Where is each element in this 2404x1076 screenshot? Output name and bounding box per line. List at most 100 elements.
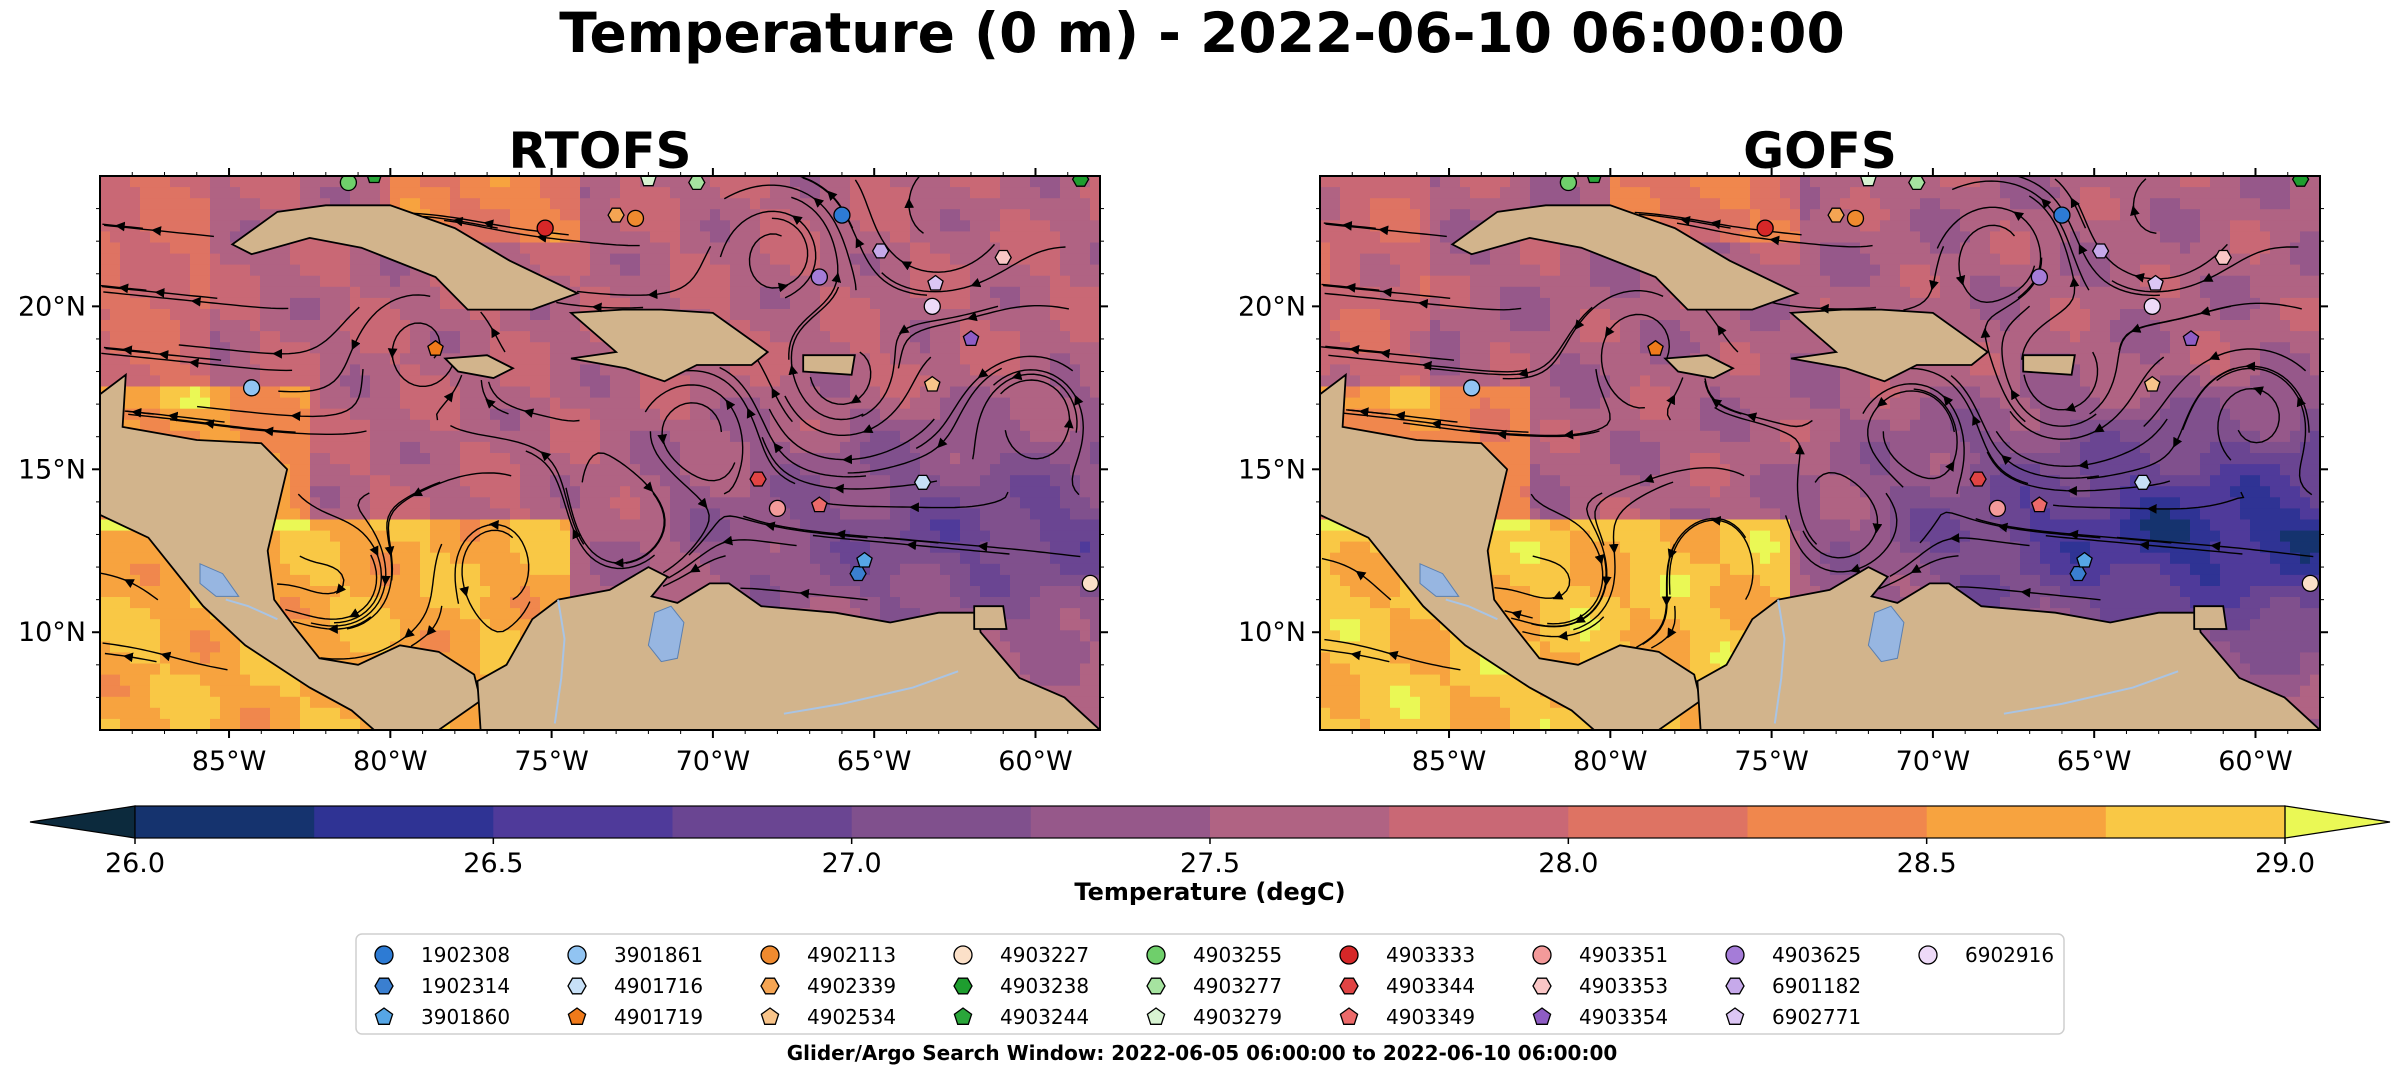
legend-label-4903349: 4903349 [1386,1005,1475,1029]
streamline [1889,537,1955,578]
streamline [802,177,859,243]
streamline [1667,517,1747,560]
platform-marker-4903351 [1988,499,2007,518]
colorbar-tick-label: 27.5 [1180,848,1240,879]
streamline [915,374,983,450]
streamline [1071,394,1085,496]
platform-marker-4901719 [427,339,444,356]
streamline [2210,541,2314,558]
streamline [2001,305,2031,394]
streamline [188,358,293,372]
platform-marker-4903227 [1081,574,1099,593]
platform-marker-4903238 [1071,176,1090,187]
land-trinidad [2193,605,2228,630]
streamline [966,305,1070,322]
land-cuba [1450,204,1800,311]
y-tick-label: 10°N [18,617,86,648]
streamline [972,375,1017,460]
streamline [1951,180,2045,203]
land-mask-rtofs [100,204,1100,730]
platform-marker-4902113 [626,209,645,228]
streamline [788,272,842,360]
legend-label-4903238: 4903238 [1000,974,1089,998]
streamline [357,492,391,586]
streamline [1672,377,1684,399]
streamline [1502,325,1579,380]
x-tick-label: 80°W [1573,746,1648,777]
legend-marker-6902916 [1918,945,1938,965]
colorbar-tick-label: 26.0 [105,848,165,879]
streamline [657,402,723,445]
x-tick-label: 85°W [1412,746,1487,777]
streamline [2045,535,2145,546]
platform-marker-1902308 [833,206,851,224]
platform-marker-4903349 [2030,496,2048,513]
streamline [809,376,855,406]
streamline [1769,235,1873,248]
streamline [993,369,1078,400]
streamline [723,399,744,495]
river [553,599,566,724]
streamline [556,301,597,308]
platform-marker-4901716 [2133,474,2152,490]
streamline [346,551,393,630]
streamline [784,215,817,299]
streamline [122,345,151,356]
streamline [1424,367,1523,376]
streamline [768,408,848,461]
streamline [773,442,867,478]
streamline [450,424,545,455]
streamline [114,221,143,232]
streamline [487,381,529,413]
streamline [1704,378,1752,417]
streamline [1910,555,1959,574]
streamline [791,196,839,278]
streamline [1903,285,1934,311]
platform-legend: 1902308 1902314 3901860 3901861 4901716 49017… [374,943,2054,1029]
streamline [1680,216,1731,229]
streamline [1746,412,1813,428]
streamline [862,356,932,434]
streamline [901,243,996,273]
streamline [464,591,531,633]
legend-marker-3901860 [374,1007,394,1025]
streamline [1929,246,1945,291]
legend-label-1902314: 1902314 [421,974,510,998]
colorbar-tick-label: 28.0 [1538,848,1598,879]
streamline [1862,383,1947,414]
streamline [764,521,868,539]
panel-title-gofs: GOFS [1743,122,1897,180]
streamline [101,285,160,294]
streamline [1343,412,1437,425]
platform-marker-4903279 [640,176,657,187]
streamline [2116,536,2216,547]
streamline [1011,370,1078,433]
river [1773,599,1786,724]
streamline [2118,311,2205,351]
platform-marker-4903255 [339,176,358,192]
streamline [1345,282,1380,293]
platform-marker-4903625 [810,268,829,286]
platform-marker-4903349 [810,496,828,513]
legend-label-3901860: 3901860 [421,1005,510,1029]
legend-label-4903244: 4903244 [1000,1005,1089,1029]
streamline [1710,515,1754,600]
streamline [1321,346,1385,354]
colorbar-segment [1568,806,1748,838]
streamline [391,353,453,387]
lake [1419,563,1460,597]
streamline [1522,631,1563,638]
streamline [1573,548,1616,631]
streamline [1997,522,2101,539]
streamline [790,286,840,370]
streamline [197,405,296,417]
streamline [102,223,120,227]
streamline [1717,324,1739,353]
platform-marker-4901716 [913,474,932,490]
streamline [491,327,506,353]
streamline [2093,356,2165,433]
figure-title: Temperature (0 m) - 2022-06-10 06:00:00 [559,1,1844,65]
platform-marker-4903354 [962,330,980,347]
streamline [2132,178,2147,211]
colorbar-tick-label: 27.0 [822,848,882,879]
